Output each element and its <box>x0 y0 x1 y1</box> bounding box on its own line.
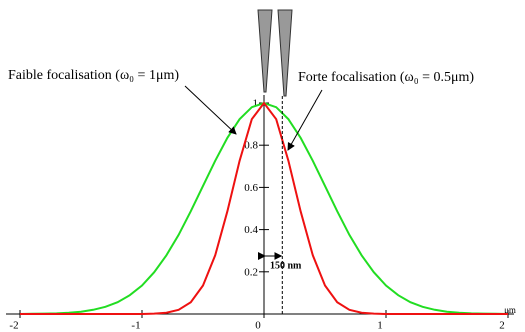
curve <box>20 101 508 315</box>
x-tick-label: 1 <box>377 320 383 332</box>
x-tick-label: -1 <box>131 320 140 332</box>
y-tick-label: 1 <box>253 98 259 110</box>
x-tick-label: 0 <box>255 320 261 332</box>
y-tick-label: 0.8 <box>244 140 258 152</box>
annotation: Forte focalisation (ω₀ = 0.5μm) <box>298 70 474 85</box>
tip-right <box>277 9 293 97</box>
y-tick-label: 0.2 <box>244 266 258 278</box>
x-unit: μm <box>504 305 516 315</box>
reference-label: 150 nm <box>270 260 302 271</box>
y-tick-label: 0.4 <box>244 224 258 236</box>
annotation: Faible focalisation (ω₀ = 1μm) <box>8 68 179 83</box>
y-tick-label: 0.6 <box>244 182 258 194</box>
x-tick-label: -2 <box>9 320 18 332</box>
x-tick-label: 2 <box>499 320 505 332</box>
annotation-arrow <box>184 85 237 135</box>
tip-left <box>257 9 273 93</box>
annotation-arrow <box>287 89 323 151</box>
